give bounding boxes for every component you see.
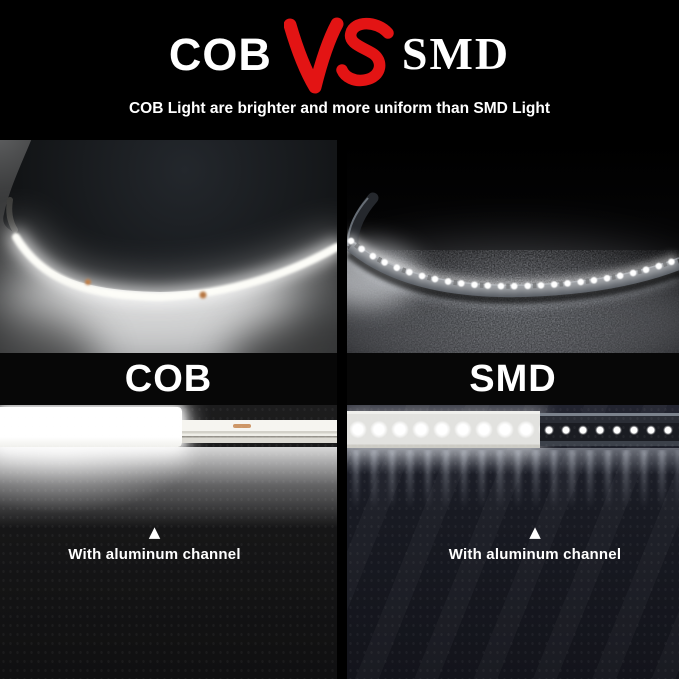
smd-diffused-strip	[347, 411, 540, 448]
cob-panel-label: COB	[124, 358, 213, 400]
cob-annotation: ▲ With aluminum channel	[0, 525, 323, 564]
title-smd: SMD	[401, 28, 511, 79]
smd-channel-panel: SMD ▲ With aluminum channel	[347, 353, 679, 679]
smd-light-wash	[347, 448, 679, 474]
cob-strip-photo	[0, 140, 337, 353]
cob-caption: With aluminum channel	[68, 546, 241, 563]
header-subtitle: COB Light are brighter and more uniform …	[128, 100, 551, 117]
vs-icon	[283, 17, 394, 94]
dark-disc	[3, 140, 337, 292]
triangle-up-icon: ▲	[148, 523, 161, 541]
header: COB VS SMD COB Light are brighter and mo…	[0, 0, 679, 140]
smd-dot-reflections	[347, 450, 679, 512]
smd-panel-header: SMD	[347, 353, 679, 405]
smd-channel-photo: ▲ With aluminum channel	[347, 405, 679, 679]
cob-light-glow	[0, 447, 337, 542]
triangle-up-icon: ▲	[529, 523, 541, 541]
smd-panel-label: SMD	[469, 358, 557, 400]
bare-strip-photos	[0, 140, 679, 353]
smd-caption: With aluminum channel	[448, 546, 622, 563]
title: COB VS SMD	[169, 14, 510, 94]
channel-photos: COB ▲ With aluminum channel SMD	[0, 353, 679, 679]
cob-lit-strip	[0, 407, 182, 447]
smd-led-dots	[347, 237, 679, 290]
smd-annotation: ▲ With aluminum channel	[369, 525, 679, 564]
smd-bare-strip	[539, 413, 679, 446]
phosphor-mark	[85, 279, 91, 285]
cob-channel-photo: ▲ With aluminum channel	[0, 405, 337, 679]
title-cob: COB	[168, 28, 272, 80]
cob-panel-header: COB	[0, 353, 337, 405]
smd-strip-photo	[347, 140, 679, 353]
phosphor-mark	[199, 291, 207, 299]
connector-mark	[233, 424, 252, 428]
aluminum-channel-end	[181, 420, 337, 443]
cob-channel-panel: COB ▲ With aluminum channel	[0, 353, 337, 679]
cob-led-arc	[12, 233, 337, 302]
